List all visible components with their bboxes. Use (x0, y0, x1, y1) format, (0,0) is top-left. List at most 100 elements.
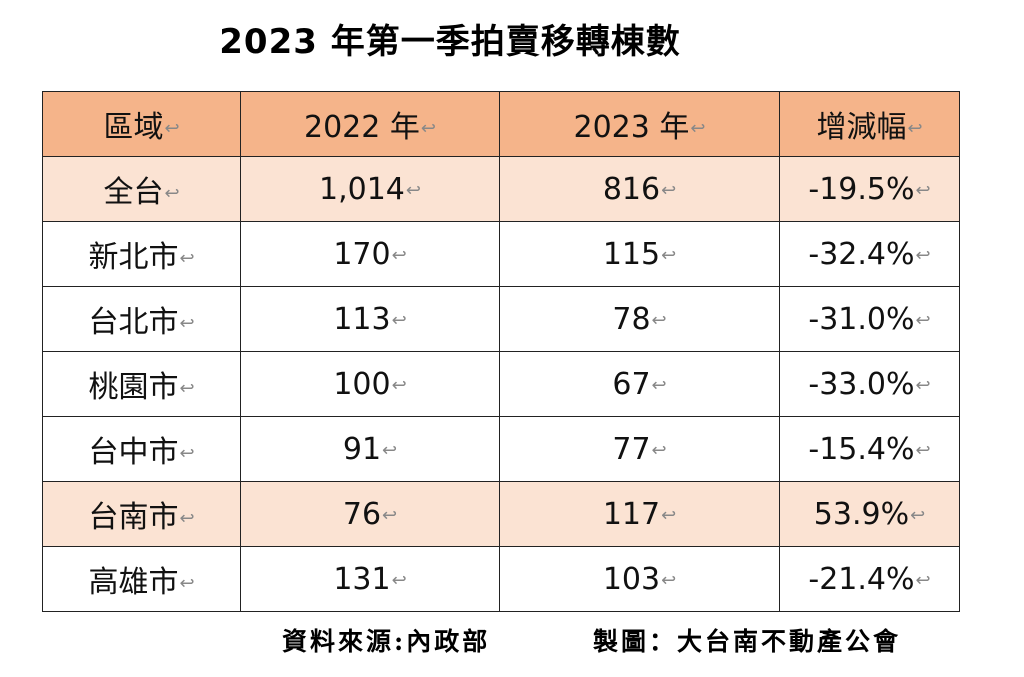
return-mark-icon: ↩ (179, 378, 195, 399)
table-header-row: 區域↩ 2022 年↩ 2023 年↩ 增減幅↩ (42, 91, 960, 157)
table-body: 全台↩ 1,014↩ 816↩ -19.5%↩ 新北市↩ 170↩ 115↩ -32.4%↩ 台… (42, 156, 960, 612)
cell-2022: 91↩ (240, 416, 500, 482)
return-mark-icon: ↩ (915, 439, 931, 461)
cell-region: 桃園市↩ (42, 351, 241, 417)
header-label: 2023 年 (573, 110, 690, 145)
table-row: 高雄市↩ 131↩ 103↩ -21.4%↩ (42, 546, 960, 612)
cell-2023: 78↩ (499, 286, 780, 352)
cell-2022: 1,014↩ (240, 156, 500, 222)
cell-value: 91 (342, 431, 382, 467)
cell-value: 816 (602, 171, 661, 207)
cell-value: 1,014 (319, 171, 405, 207)
cell-change: -32.4%↩ (779, 221, 960, 287)
return-mark-icon: ↩ (915, 309, 931, 331)
cell-value: -31.0% (808, 301, 915, 337)
cell-value: -32.4% (808, 236, 915, 272)
cell-value: 170 (333, 236, 391, 272)
cell-2023: 115↩ (499, 221, 780, 287)
return-mark-icon: ↩ (391, 374, 407, 396)
return-mark-icon: ↩ (164, 183, 180, 204)
return-mark-icon: ↩ (690, 118, 706, 139)
data-table: 區域↩ 2022 年↩ 2023 年↩ 增減幅↩ 全台↩ 1,014↩ 816↩ -1… (42, 91, 960, 612)
cell-value: -33.0% (808, 366, 915, 402)
cell-region: 台中市↩ (42, 416, 241, 482)
return-mark-icon: ↩ (915, 569, 931, 591)
return-mark-icon: ↩ (382, 439, 398, 461)
cell-2023: 103↩ (499, 546, 780, 612)
return-mark-icon: ↩ (910, 504, 926, 526)
cell-value: -19.5% (808, 171, 915, 207)
column-header-2023: 2023 年↩ (499, 91, 780, 157)
cell-value: 高雄市 (88, 565, 179, 600)
table-row: 台中市↩ 91↩ 77↩ -15.4%↩ (42, 416, 960, 482)
cell-value: 103 (602, 561, 661, 597)
cell-value: 台南市 (88, 500, 179, 535)
return-mark-icon: ↩ (915, 244, 931, 266)
cell-region: 台北市↩ (42, 286, 241, 352)
return-mark-icon: ↩ (164, 118, 180, 139)
cell-change: -31.0%↩ (779, 286, 960, 352)
column-header-change: 增減幅↩ (779, 91, 960, 157)
cell-2023: 77↩ (499, 416, 780, 482)
return-mark-icon: ↩ (661, 179, 677, 201)
header-label: 增減幅 (816, 110, 907, 145)
page-title: 2023 年第一季拍賣移轉棟數 (219, 22, 681, 62)
cell-2023: 117↩ (499, 481, 780, 547)
return-mark-icon: ↩ (907, 118, 923, 139)
return-mark-icon: ↩ (661, 569, 677, 591)
cell-change: -33.0%↩ (779, 351, 960, 417)
column-header-region: 區域↩ (42, 91, 241, 157)
cell-value: 100 (333, 366, 391, 402)
header-label: 2022 年 (304, 110, 420, 145)
cell-value: 全台 (103, 175, 164, 210)
table-row: 台南市↩ 76↩ 117↩ 53.9%↩ (42, 481, 960, 547)
table-row: 全台↩ 1,014↩ 816↩ -19.5%↩ (42, 156, 960, 222)
cell-region: 高雄市↩ (42, 546, 241, 612)
cell-value: 53.9% (813, 496, 910, 532)
cell-2022: 170↩ (240, 221, 500, 287)
source-note: 資料來源:內政部 (282, 627, 491, 656)
cell-change: -21.4%↩ (779, 546, 960, 612)
cell-value: 台北市 (88, 305, 179, 340)
return-mark-icon: ↩ (661, 244, 677, 266)
return-mark-icon: ↩ (651, 374, 667, 396)
return-mark-icon: ↩ (651, 439, 667, 461)
cell-value: 115 (602, 236, 661, 272)
return-mark-icon: ↩ (179, 248, 195, 269)
return-mark-icon: ↩ (382, 504, 398, 526)
return-mark-icon: ↩ (915, 374, 931, 396)
return-mark-icon: ↩ (405, 179, 421, 201)
cell-value: 78 (612, 301, 651, 337)
return-mark-icon: ↩ (915, 179, 931, 201)
return-mark-icon: ↩ (391, 244, 407, 266)
return-mark-icon: ↩ (391, 569, 407, 591)
cell-value: 76 (342, 496, 382, 532)
maker-note: 製圖：大台南不動產公會 (593, 627, 902, 656)
header-label: 區域 (103, 110, 164, 145)
cell-value: 新北市 (88, 240, 179, 275)
cell-region: 新北市↩ (42, 221, 241, 287)
cell-value: 67 (612, 366, 651, 402)
cell-region: 台南市↩ (42, 481, 241, 547)
return-mark-icon: ↩ (179, 573, 195, 594)
table-row: 台北市↩ 113↩ 78↩ -31.0%↩ (42, 286, 960, 352)
cell-2023: 67↩ (499, 351, 780, 417)
table-row: 桃園市↩ 100↩ 67↩ -33.0%↩ (42, 351, 960, 417)
return-mark-icon: ↩ (179, 508, 195, 529)
cell-value: -21.4% (808, 561, 915, 597)
cell-2022: 113↩ (240, 286, 500, 352)
cell-change: -19.5%↩ (779, 156, 960, 222)
cell-change: 53.9%↩ (779, 481, 960, 547)
return-mark-icon: ↩ (661, 504, 677, 526)
cell-2023: 816↩ (499, 156, 780, 222)
return-mark-icon: ↩ (179, 313, 195, 334)
cell-value: 77 (612, 431, 651, 467)
cell-2022: 100↩ (240, 351, 500, 417)
return-mark-icon: ↩ (651, 309, 667, 331)
return-mark-icon: ↩ (420, 118, 436, 139)
cell-region: 全台↩ (42, 156, 241, 222)
cell-value: -15.4% (808, 431, 915, 467)
cell-value: 桃園市 (88, 370, 179, 405)
cell-value: 131 (333, 561, 391, 597)
return-mark-icon: ↩ (179, 443, 195, 464)
